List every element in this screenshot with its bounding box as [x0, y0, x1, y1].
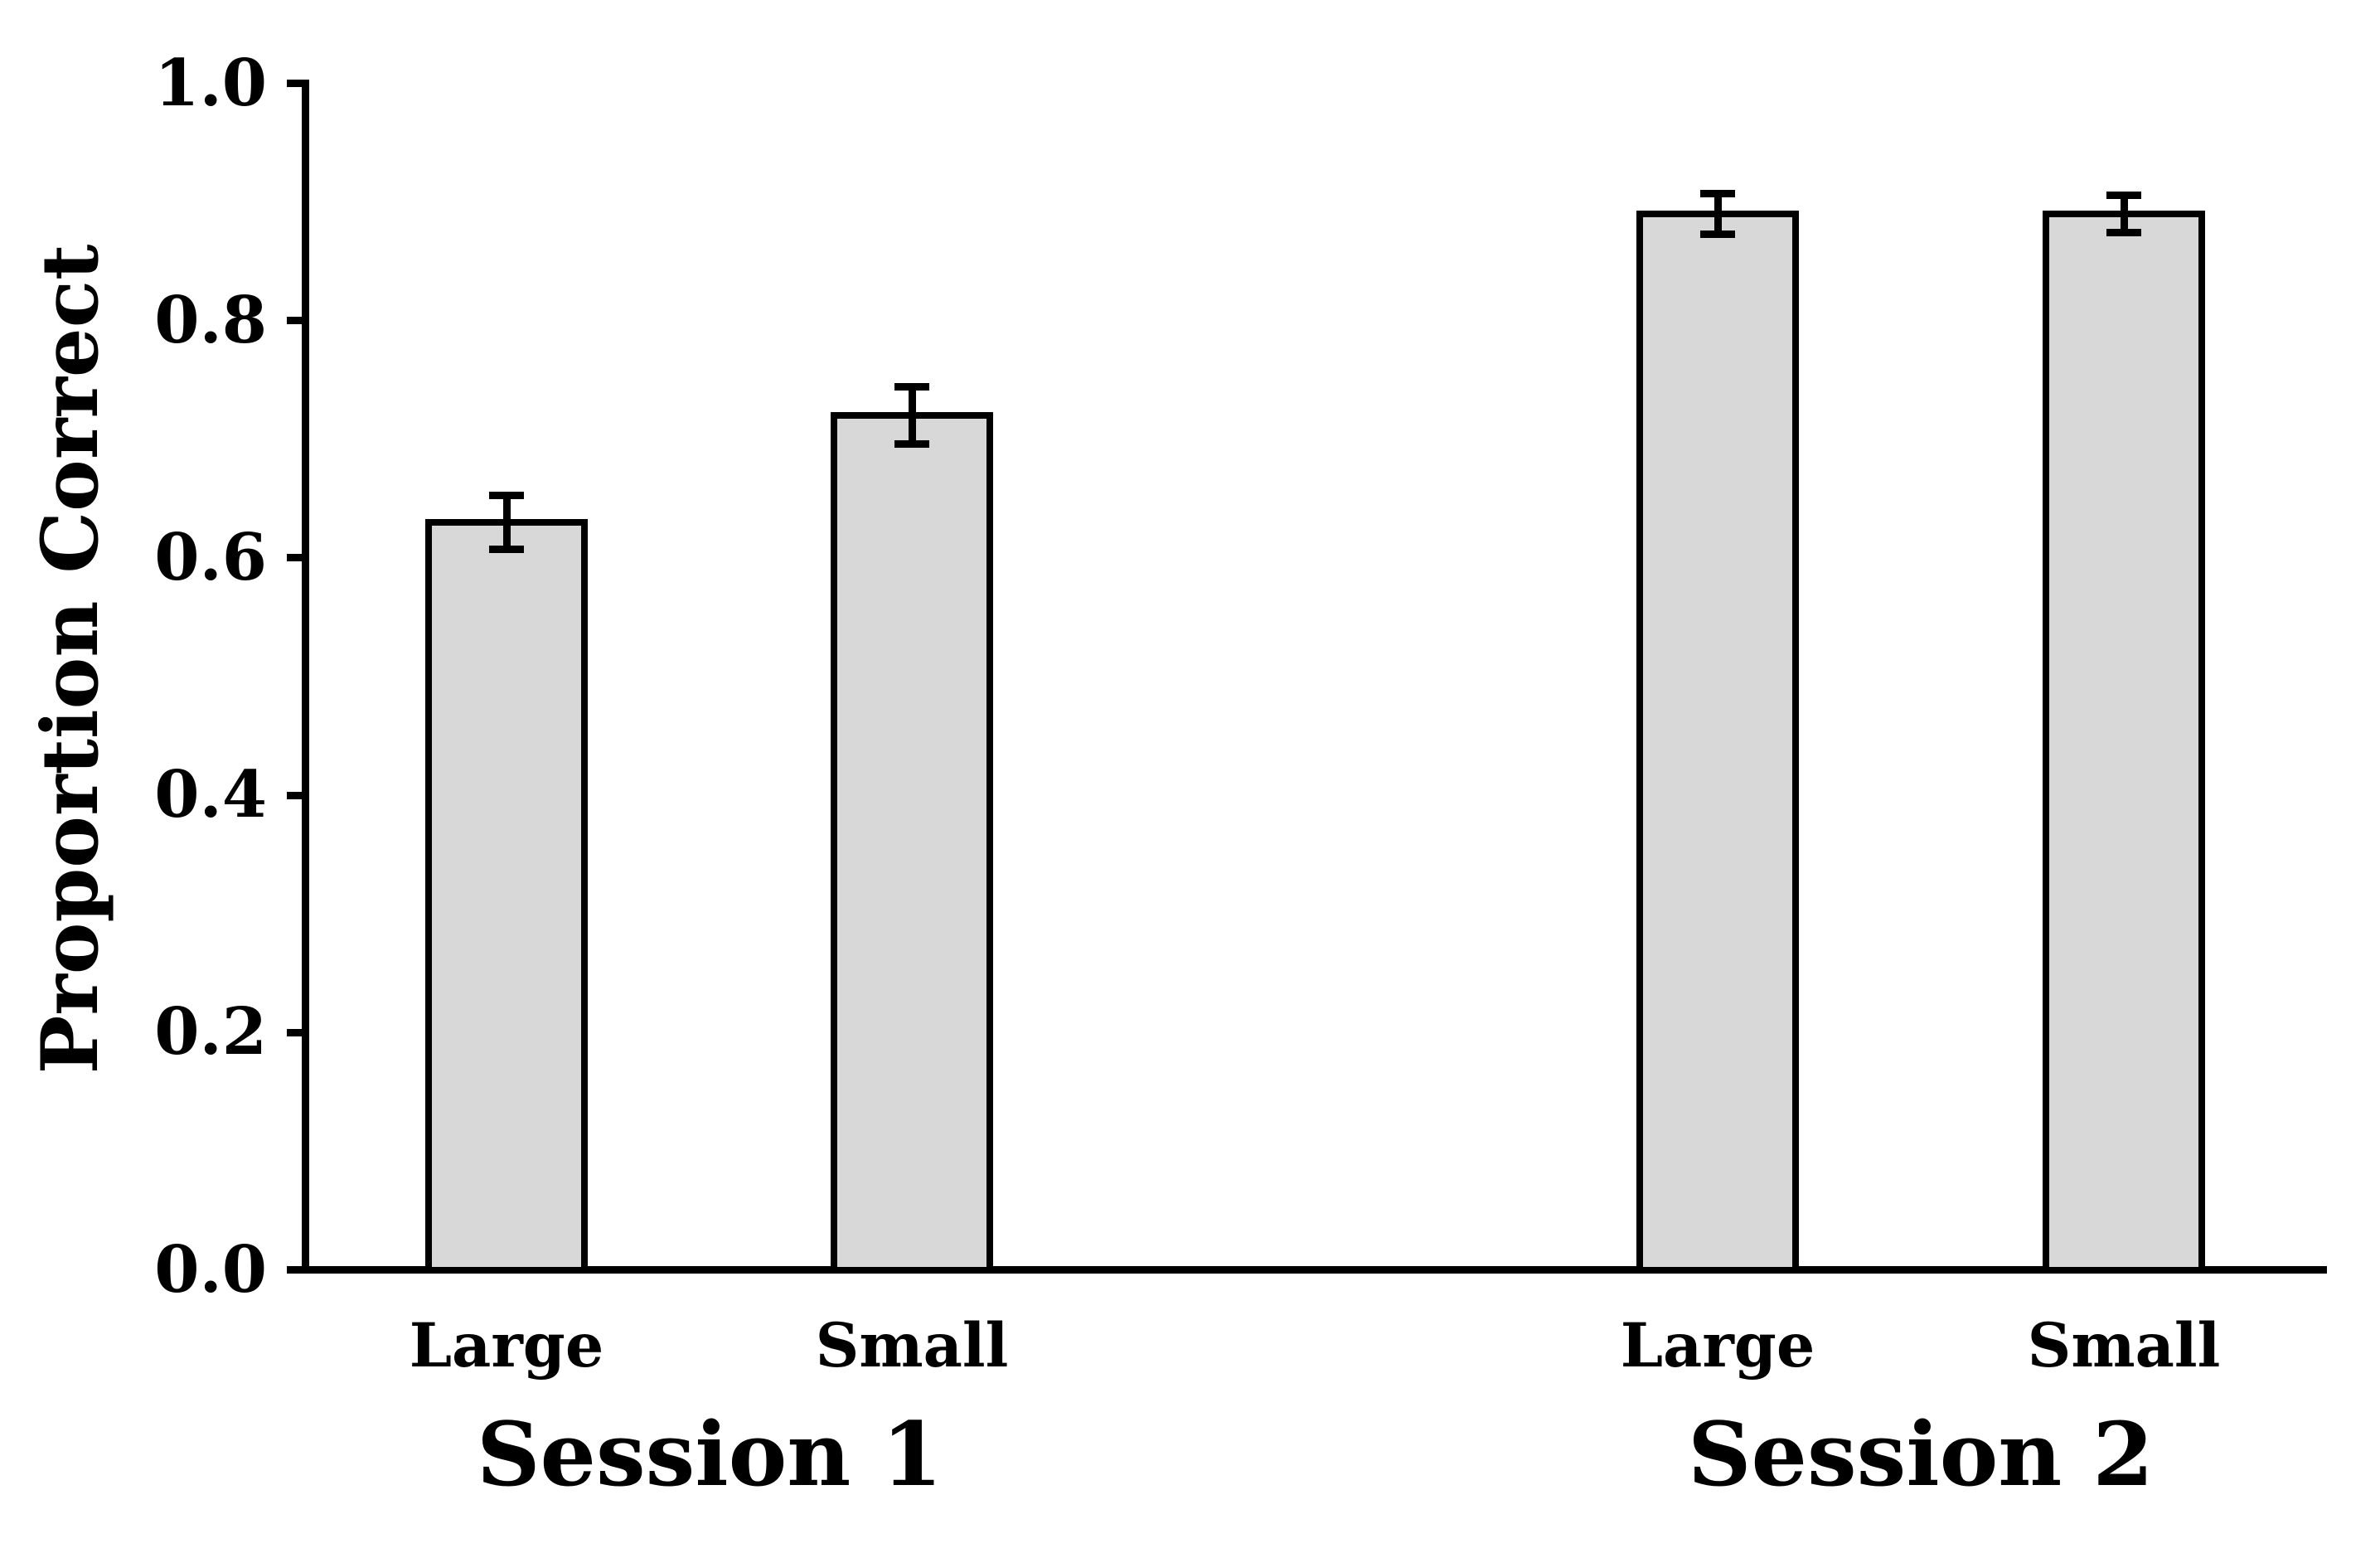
error-cap-top-session-2-large	[1700, 190, 1735, 198]
bar-session-1-large	[425, 518, 588, 1274]
y-tick-label-0.0: 0.0	[154, 1231, 267, 1308]
y-tick-1.0	[287, 80, 303, 87]
y-tick-label-0.8: 0.8	[154, 282, 267, 358]
bar-session-2-small	[2043, 210, 2205, 1274]
error-bar-session-1-large	[502, 491, 511, 554]
error-bar-session-2-small	[2120, 191, 2128, 237]
x-label-session-2-large: Large	[1620, 1310, 1815, 1381]
x-axis-line	[287, 1266, 2327, 1274]
y-tick-0.6	[287, 554, 303, 562]
y-axis-line	[302, 80, 309, 1274]
error-cap-top-session-2-small	[2106, 191, 2141, 199]
group-label-session-1: Session 1	[476, 1402, 943, 1506]
error-cap-bottom-session-2-large	[1700, 230, 1735, 238]
bar-session-1-small	[831, 412, 993, 1274]
y-tick-0.4	[287, 791, 303, 799]
x-label-session-2-small: Small	[2027, 1310, 2221, 1381]
group-label-session-2: Session 2	[1687, 1402, 2155, 1506]
error-cap-top-session-1-small	[894, 383, 929, 391]
y-tick-0.8	[287, 317, 303, 325]
x-label-session-1-large: Large	[409, 1310, 604, 1381]
y-tick-0.2	[287, 1028, 303, 1036]
y-tick-label-1.0: 1.0	[154, 45, 267, 121]
y-tick-label-0.6: 0.6	[154, 519, 267, 595]
error-cap-bottom-session-1-small	[894, 440, 929, 449]
bar-session-2-large	[1636, 210, 1799, 1274]
y-tick-label-0.2: 0.2	[154, 994, 267, 1070]
error-cap-bottom-session-1-large	[489, 546, 524, 554]
error-cap-top-session-1-large	[489, 491, 524, 499]
error-cap-bottom-session-2-small	[2106, 229, 2141, 237]
error-bar-session-2-large	[1714, 190, 1722, 238]
y-tick-label-0.4: 0.4	[154, 757, 267, 833]
x-label-session-1-small: Small	[815, 1310, 1009, 1381]
error-bar-session-1-small	[908, 383, 916, 449]
